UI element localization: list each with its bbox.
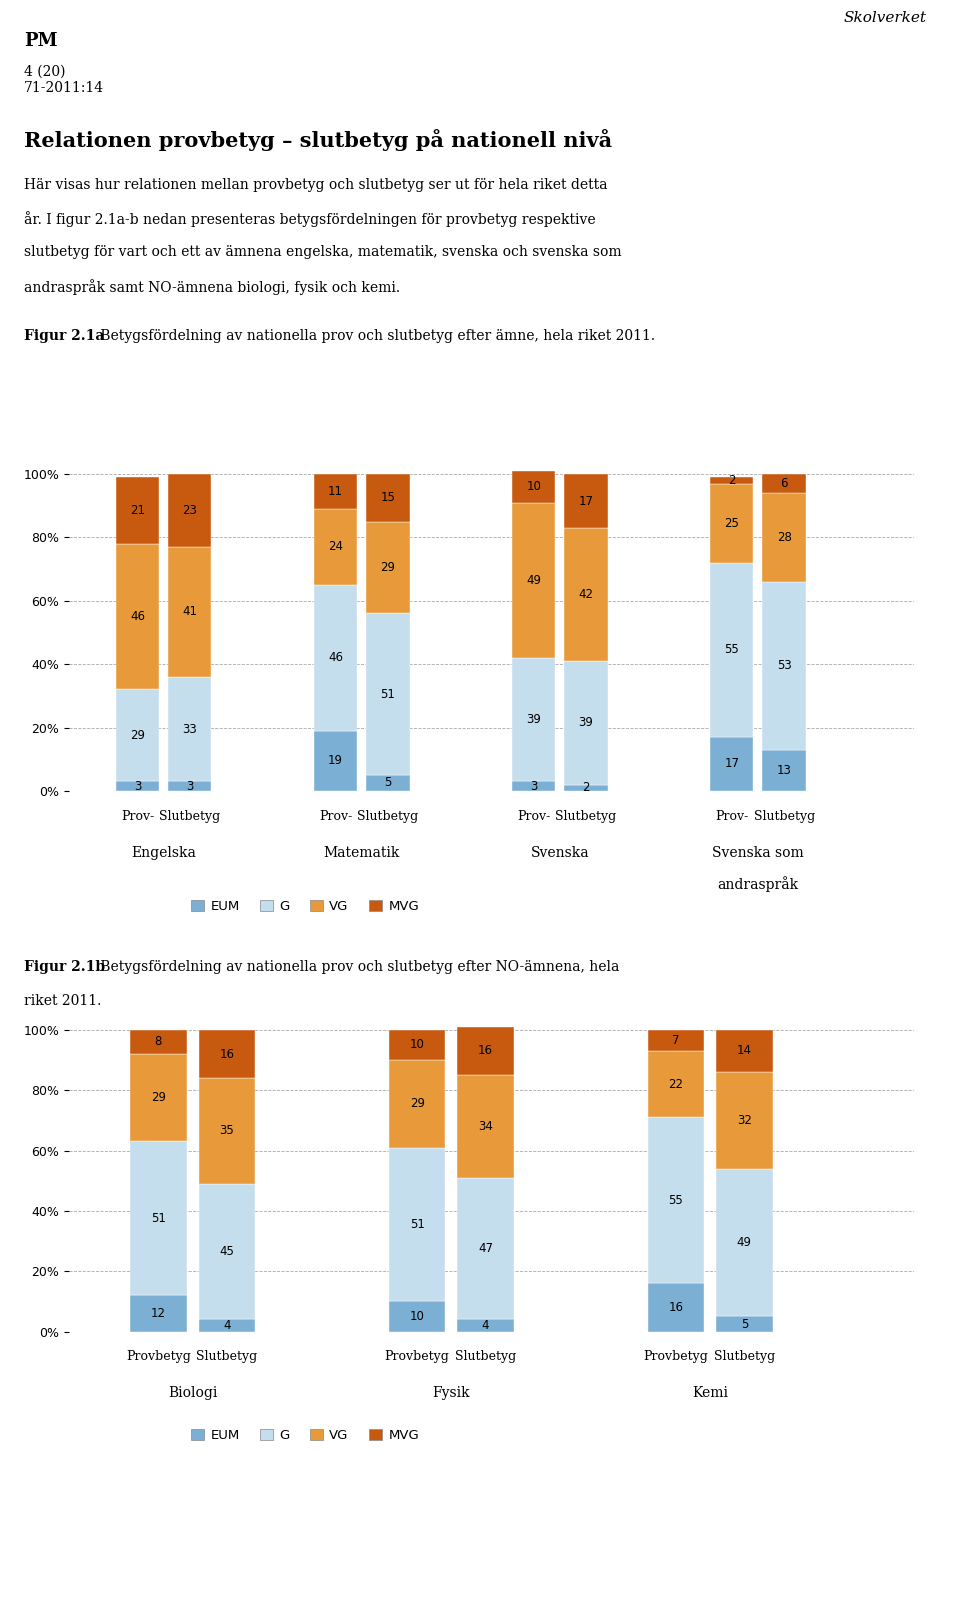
Text: 55: 55 bbox=[668, 1194, 684, 1207]
Bar bbox=[168, 781, 211, 791]
Bar bbox=[457, 1075, 514, 1178]
Text: Provbetyg: Provbetyg bbox=[385, 1349, 449, 1362]
Bar bbox=[716, 1030, 773, 1072]
Bar bbox=[512, 659, 555, 781]
Text: 4 (20)
71-2011:14: 4 (20) 71-2011:14 bbox=[24, 65, 104, 95]
Text: 12: 12 bbox=[151, 1307, 166, 1320]
Text: Relationen provbetyg – slutbetyg på nationell nivå: Relationen provbetyg – slutbetyg på nati… bbox=[24, 129, 612, 152]
Bar bbox=[199, 1320, 255, 1332]
Text: 45: 45 bbox=[219, 1244, 234, 1257]
Text: PM: PM bbox=[24, 32, 58, 50]
Text: 21: 21 bbox=[130, 504, 145, 516]
Bar bbox=[389, 1301, 445, 1332]
Text: 16: 16 bbox=[478, 1044, 493, 1057]
Bar bbox=[168, 676, 211, 781]
Bar bbox=[131, 1296, 186, 1332]
Text: 2: 2 bbox=[583, 781, 589, 794]
Text: Prov-: Prov- bbox=[319, 810, 352, 823]
Bar bbox=[512, 471, 555, 502]
Text: Prov-: Prov- bbox=[121, 810, 154, 823]
Text: 22: 22 bbox=[668, 1078, 684, 1091]
Text: Fysik: Fysik bbox=[433, 1386, 470, 1401]
Bar bbox=[367, 613, 410, 775]
Text: slutbetyg för vart och ett av ämnena engelska, matematik, svenska och svenska so: slutbetyg för vart och ett av ämnena eng… bbox=[24, 245, 622, 260]
Text: riket 2011.: riket 2011. bbox=[24, 994, 102, 1009]
Legend: EUM, G, VG, MVG: EUM, G, VG, MVG bbox=[191, 899, 420, 914]
Bar bbox=[116, 689, 159, 781]
Bar bbox=[710, 563, 754, 738]
Text: Figur 2.1a: Figur 2.1a bbox=[24, 329, 105, 344]
Bar bbox=[716, 1072, 773, 1169]
Text: 29: 29 bbox=[151, 1091, 166, 1104]
Bar bbox=[314, 475, 357, 508]
Text: Slutbetyg: Slutbetyg bbox=[713, 1349, 775, 1362]
Text: 46: 46 bbox=[130, 610, 145, 623]
Text: Prov-: Prov- bbox=[715, 810, 749, 823]
Bar bbox=[710, 478, 754, 484]
Bar bbox=[512, 502, 555, 659]
Text: 39: 39 bbox=[526, 713, 541, 726]
Text: 8: 8 bbox=[155, 1036, 162, 1049]
Text: 16: 16 bbox=[668, 1301, 684, 1314]
Text: Provbetyg: Provbetyg bbox=[643, 1349, 708, 1362]
Text: 15: 15 bbox=[380, 491, 396, 504]
Text: Betygsfördelning av nationella prov och slutbetyg efter NO-ämnena, hela: Betygsfördelning av nationella prov och … bbox=[96, 960, 619, 975]
Text: Svenska: Svenska bbox=[531, 846, 589, 860]
Text: 3: 3 bbox=[133, 780, 141, 792]
Text: 2: 2 bbox=[728, 475, 735, 487]
Bar bbox=[389, 1148, 445, 1301]
Text: 5: 5 bbox=[384, 776, 392, 789]
Text: Betygsfördelning av nationella prov och slutbetyg efter ämne, hela riket 2011.: Betygsfördelning av nationella prov och … bbox=[96, 329, 655, 344]
Text: Matematik: Matematik bbox=[324, 846, 400, 860]
Bar bbox=[367, 521, 410, 613]
Bar bbox=[314, 584, 357, 731]
Bar bbox=[389, 1060, 445, 1148]
Text: Kemi: Kemi bbox=[692, 1386, 728, 1401]
Text: andraspråk: andraspråk bbox=[717, 876, 799, 893]
Text: 3: 3 bbox=[186, 780, 194, 792]
Bar bbox=[762, 749, 805, 791]
Text: 46: 46 bbox=[328, 652, 343, 665]
Text: Slutbetyg: Slutbetyg bbox=[159, 810, 221, 823]
Bar bbox=[389, 1030, 445, 1060]
Text: Engelska: Engelska bbox=[132, 846, 196, 860]
Bar bbox=[762, 581, 805, 749]
Bar bbox=[116, 781, 159, 791]
Text: 16: 16 bbox=[219, 1047, 234, 1060]
Text: 25: 25 bbox=[724, 516, 739, 529]
Bar bbox=[116, 544, 159, 689]
Bar bbox=[564, 475, 608, 528]
Text: 35: 35 bbox=[220, 1125, 234, 1138]
Text: 34: 34 bbox=[478, 1120, 493, 1133]
Text: Biologi: Biologi bbox=[168, 1386, 217, 1401]
Bar bbox=[457, 1027, 514, 1075]
Text: 5: 5 bbox=[741, 1317, 748, 1330]
Text: Slutbetyg: Slutbetyg bbox=[754, 810, 815, 823]
Text: Provbetyg: Provbetyg bbox=[126, 1349, 191, 1362]
Text: Skolverket: Skolverket bbox=[844, 11, 926, 26]
Bar bbox=[168, 547, 211, 676]
Text: 51: 51 bbox=[410, 1219, 424, 1231]
Text: 10: 10 bbox=[526, 481, 541, 494]
Text: 33: 33 bbox=[182, 723, 197, 736]
Text: 41: 41 bbox=[182, 605, 198, 618]
Bar bbox=[710, 738, 754, 791]
Text: 28: 28 bbox=[777, 531, 792, 544]
Bar bbox=[710, 484, 754, 563]
Text: 51: 51 bbox=[151, 1212, 166, 1225]
Text: Slutbetyg: Slutbetyg bbox=[455, 1349, 516, 1362]
Text: 17: 17 bbox=[724, 757, 739, 770]
Bar bbox=[199, 1078, 255, 1183]
Text: 53: 53 bbox=[777, 659, 791, 673]
Text: 14: 14 bbox=[737, 1044, 752, 1057]
Text: 3: 3 bbox=[530, 780, 538, 792]
Text: 24: 24 bbox=[328, 541, 343, 554]
Text: 55: 55 bbox=[725, 644, 739, 657]
Bar bbox=[564, 662, 608, 784]
Text: 23: 23 bbox=[182, 504, 197, 516]
Text: 19: 19 bbox=[328, 754, 343, 767]
Bar bbox=[564, 784, 608, 791]
Bar bbox=[131, 1141, 186, 1296]
Text: år. I figur 2.1a-b nedan presenteras betygsfördelningen för provbetyg respektive: år. I figur 2.1a-b nedan presenteras bet… bbox=[24, 211, 595, 228]
Bar bbox=[648, 1030, 705, 1051]
